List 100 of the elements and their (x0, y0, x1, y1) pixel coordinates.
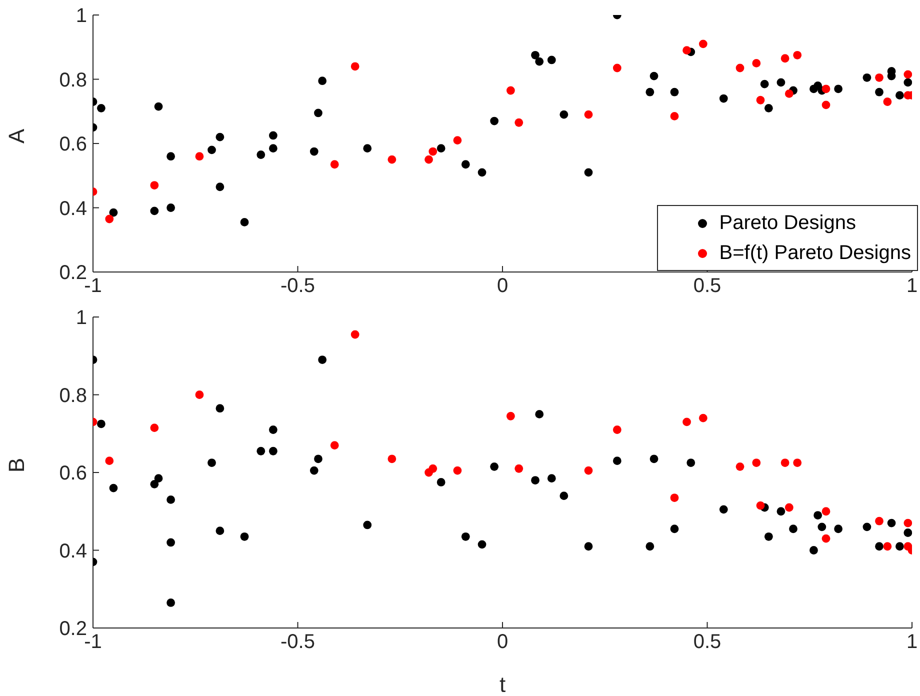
x-tick-label: -0.5 (280, 631, 315, 654)
point (896, 91, 904, 100)
point (216, 404, 224, 413)
point (584, 110, 593, 119)
point (875, 516, 884, 526)
point (150, 181, 159, 190)
point (719, 505, 728, 514)
point (736, 64, 744, 72)
point (154, 474, 163, 483)
point (268, 144, 278, 153)
point (514, 118, 524, 127)
point (810, 546, 818, 554)
point (109, 484, 118, 492)
x-tick-label: 1 (906, 275, 918, 298)
point (216, 182, 224, 192)
point (490, 462, 499, 471)
point (105, 456, 114, 466)
point (535, 57, 544, 66)
point (584, 542, 593, 551)
point (105, 214, 114, 224)
x-tick-label: 0.5 (693, 631, 722, 654)
point (506, 86, 515, 95)
point (531, 476, 540, 484)
point (310, 466, 318, 475)
y-tick-label: 1 (76, 307, 87, 330)
point (584, 168, 593, 177)
point (310, 147, 318, 156)
point (612, 456, 622, 466)
point (350, 330, 360, 339)
point (904, 70, 912, 79)
point (478, 168, 486, 177)
point (453, 466, 462, 475)
y-tick-label: 0.6 (59, 134, 87, 156)
point (752, 58, 761, 68)
point (834, 84, 842, 94)
point (789, 524, 798, 534)
point (784, 90, 794, 98)
point (814, 511, 822, 520)
point (780, 54, 790, 63)
point (650, 454, 658, 464)
point (784, 503, 794, 512)
point (736, 462, 744, 471)
point (388, 454, 396, 464)
x-tick-label: 0.5 (693, 275, 722, 298)
point (535, 410, 544, 418)
y-tick-label: 0.6 (59, 462, 87, 485)
point (650, 72, 658, 80)
point (150, 424, 159, 432)
point (822, 100, 830, 110)
point (216, 132, 224, 142)
point (698, 40, 708, 48)
y-axis-title: A (4, 128, 29, 144)
point (240, 218, 249, 226)
x-tick-label: 0 (496, 275, 508, 298)
point (461, 160, 470, 169)
point (318, 356, 327, 364)
legend-label: B=f(t) Pareto Designs (719, 241, 911, 266)
x-tick-label: -1 (84, 275, 102, 298)
point (904, 78, 912, 87)
point (350, 62, 360, 71)
point (256, 446, 266, 456)
point (776, 507, 786, 516)
point (682, 418, 691, 426)
point (547, 56, 556, 64)
point (268, 426, 278, 434)
point (875, 542, 884, 551)
point (560, 110, 568, 119)
point (904, 518, 912, 528)
point (268, 446, 278, 456)
point (862, 73, 872, 82)
point (478, 540, 486, 549)
point (256, 150, 266, 159)
point (822, 84, 830, 94)
point (875, 88, 884, 96)
point (646, 542, 654, 551)
point (760, 80, 769, 88)
point (240, 532, 249, 541)
point (904, 528, 912, 537)
y-axis-title: B (4, 458, 29, 472)
point (166, 152, 176, 161)
x-tick-label: 0 (496, 631, 508, 654)
point (166, 598, 176, 607)
point (166, 204, 176, 212)
x-tick-label: -0.5 (280, 275, 315, 298)
point (793, 458, 802, 467)
point (612, 64, 622, 72)
point (150, 480, 159, 488)
point (150, 206, 159, 216)
point (490, 116, 499, 126)
point (314, 108, 322, 118)
point (436, 478, 446, 486)
point (330, 160, 339, 169)
y-tick-label: 0.8 (59, 384, 87, 407)
y-tick-label: 0.4 (59, 198, 87, 220)
point (584, 466, 593, 475)
point (461, 532, 470, 541)
point (822, 507, 830, 516)
point (547, 474, 556, 483)
point (560, 492, 568, 500)
y-tick-label: 1 (76, 5, 87, 28)
